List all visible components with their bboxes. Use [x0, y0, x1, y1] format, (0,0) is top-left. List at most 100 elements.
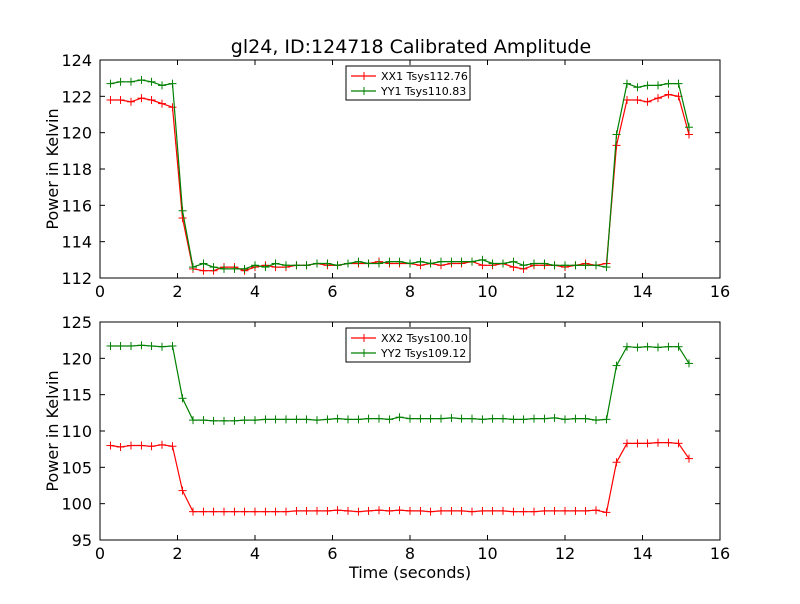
data-point: [561, 415, 569, 424]
legend: XX1 Tsys112.76 YY1 Tsys110.83: [345, 65, 471, 101]
data-point: [633, 439, 642, 448]
data-point: [633, 83, 642, 92]
y-tick-label: 122: [61, 87, 92, 106]
data-point: [478, 255, 487, 264]
data-point: [685, 130, 693, 139]
data-point: [685, 454, 693, 463]
data-point: [674, 342, 683, 351]
data-point: [478, 415, 487, 424]
data-point: [643, 97, 652, 106]
data-point: [633, 95, 642, 104]
data-point: [240, 507, 249, 516]
data-point: [540, 259, 549, 268]
y-tick-label: 100: [61, 495, 92, 514]
data-point: [519, 415, 528, 424]
y-tick-label: 120: [61, 124, 92, 143]
data-point: [643, 342, 652, 351]
data-point: [282, 261, 290, 270]
data-point: [251, 416, 259, 425]
data-point: [375, 506, 383, 515]
data-point: [581, 261, 590, 270]
data-point: [292, 506, 301, 515]
data-point: [364, 506, 373, 515]
y-tick-label: 120: [61, 349, 92, 368]
data-point: [147, 442, 156, 451]
data-point: [189, 416, 197, 425]
data-point: [633, 343, 642, 352]
x-tick-label: 4: [250, 282, 260, 301]
x-tick-label: 12: [555, 544, 575, 563]
data-point: [416, 257, 425, 266]
data-point: [168, 341, 177, 350]
data-point: [468, 507, 476, 516]
legend-box: [345, 65, 471, 101]
data-point: [530, 414, 538, 423]
data-point: [488, 506, 497, 515]
data-point: [664, 79, 673, 88]
data-point: [127, 77, 135, 86]
data-point: [426, 414, 435, 423]
data-point: [530, 507, 538, 516]
x-tick-label: 8: [405, 282, 415, 301]
data-point: [509, 257, 518, 266]
data-point: [375, 414, 383, 423]
data-point: [654, 343, 662, 352]
data-point: [519, 261, 528, 270]
data-point: [354, 507, 363, 516]
data-point: [654, 94, 662, 103]
data-point: [509, 415, 518, 424]
top-panel: 0 2 4 6 8 10 12 14 16 112 114 116 118 120 122 124 Power …: [43, 51, 730, 301]
data-point: [385, 415, 394, 424]
data-point: [643, 81, 652, 90]
data-point: [199, 416, 208, 425]
data-point: [127, 341, 135, 350]
y-tick-label: 95: [72, 531, 92, 550]
x-tick-label: 10: [477, 282, 497, 301]
x-tick-label: 16: [710, 544, 730, 563]
data-point: [550, 261, 559, 270]
data-point: [116, 341, 125, 350]
data-point: [220, 264, 228, 273]
data-point: [106, 341, 115, 350]
data-point: [375, 259, 383, 268]
data-point: [623, 95, 631, 104]
data-point: [344, 506, 352, 515]
data-point: [674, 439, 683, 448]
data-point: [550, 506, 559, 515]
data-point: [571, 506, 580, 515]
data-point: [137, 341, 146, 350]
legend-entry: YY1 Tsys110.83: [351, 85, 466, 98]
data-point: [178, 214, 187, 223]
data-point: [488, 259, 497, 268]
data-point: [333, 506, 342, 515]
data-point: [209, 507, 218, 516]
data-point: [602, 415, 611, 424]
data-point: [447, 506, 456, 515]
x-tick-label: 12: [555, 282, 575, 301]
data-point: [282, 507, 290, 516]
data-point: [602, 263, 611, 272]
legend: XX2 Tsys100.10 YY2 Tsys109.12: [345, 327, 471, 363]
data-point: [271, 415, 280, 424]
x-tick-label: 2: [172, 544, 182, 563]
data-point: [581, 414, 590, 423]
x-tick-label: 0: [95, 544, 105, 563]
legend-entry: XX1 Tsys112.76: [351, 70, 468, 83]
data-point: [189, 263, 197, 272]
data-point: [302, 506, 311, 515]
x-tick-label: 4: [250, 544, 260, 563]
legend-label: XX2 Tsys100.10: [381, 332, 468, 345]
data-point: [333, 414, 342, 423]
data-point: [271, 507, 280, 516]
data-point: [654, 438, 662, 447]
data-point: [127, 441, 135, 450]
data-point: [519, 507, 528, 516]
legend-label: XX1 Tsys112.76: [381, 70, 468, 83]
data-point: [416, 414, 425, 423]
data-point: [271, 259, 280, 268]
x-tick-label: 6: [327, 282, 337, 301]
data-point: [406, 506, 414, 515]
data-point: [199, 266, 208, 275]
data-point: [261, 507, 270, 516]
legend-entry: YY2 Tsys109.12: [351, 347, 466, 360]
